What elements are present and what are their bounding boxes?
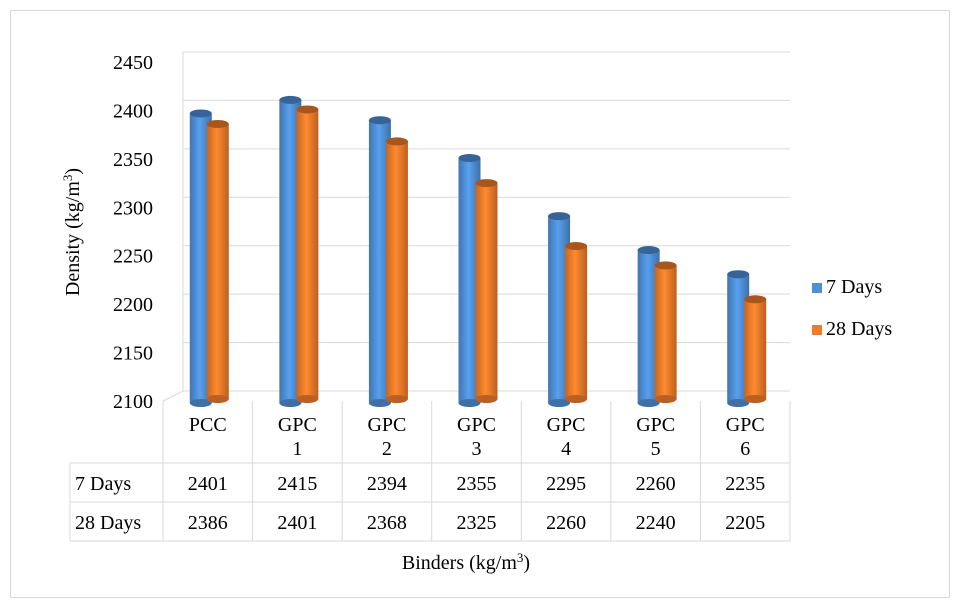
bar-7-days: [637, 246, 660, 407]
y-tick-label: 2100: [113, 391, 153, 413]
bar-7-days: [727, 270, 750, 407]
table-value: 2401: [188, 473, 228, 495]
table-value: 2235: [725, 473, 765, 495]
category-label: 6: [740, 438, 750, 460]
x-axis-label: Binders (kg/m3): [402, 550, 530, 575]
table-value: 2415: [277, 473, 317, 495]
y-tick-label: 2450: [113, 52, 153, 74]
chart-area: [10, 10, 950, 598]
table-value: 2240: [636, 512, 676, 534]
table-series-label: 28 Days: [75, 512, 141, 534]
bar-28-days: [475, 179, 498, 403]
y-tick-label: 2250: [113, 246, 153, 268]
category-label: GPC: [547, 414, 586, 436]
category-label: PCC: [189, 414, 227, 436]
legend: 7 Days 28 Days: [812, 276, 892, 340]
bar-28-days: [744, 295, 767, 403]
table-value: 2394: [367, 473, 407, 495]
bar-28-days: [296, 105, 319, 403]
category-label: 4: [561, 438, 571, 460]
table-value: 2368: [367, 512, 407, 534]
category-label: 1: [292, 438, 302, 460]
floor-edge: [162, 390, 184, 402]
bar-7-days: [189, 109, 212, 407]
category-label: GPC: [726, 414, 765, 436]
category-label: 3: [472, 438, 482, 460]
table-value: 2386: [188, 512, 228, 534]
legend-swatch: [812, 325, 822, 335]
table-value: 2205: [725, 512, 765, 534]
y-tick-label: 2300: [113, 197, 153, 219]
table-value: 2295: [546, 473, 586, 495]
bar-7-days: [548, 212, 571, 407]
bar-28-days: [565, 242, 588, 403]
y-tick-label: 2200: [113, 294, 153, 316]
table-value: 2260: [636, 473, 676, 495]
table-series-label: 7 Days: [75, 473, 131, 495]
category-label: GPC: [457, 414, 496, 436]
bar-28-days: [206, 119, 229, 403]
bars: [189, 95, 767, 407]
category-label: GPC: [636, 414, 675, 436]
bar-28-days: [385, 137, 408, 403]
category-label: 2: [382, 438, 392, 460]
legend-label: 28 Days: [826, 318, 892, 340]
category-label: 5: [651, 438, 661, 460]
y-axis-ticks: 2100 2150 2200 2250 2300 2350 2400 2450: [113, 52, 153, 413]
legend-swatch: [812, 283, 822, 293]
bar-7-days: [368, 116, 391, 407]
y-axis-label: Density (kg/m3): [60, 168, 85, 296]
bar-28-days: [654, 261, 677, 403]
table-value: 2401: [277, 512, 317, 534]
bar-7-days: [279, 95, 302, 407]
category-label: GPC: [367, 414, 406, 436]
y-tick-label: 2350: [113, 149, 153, 171]
table-value: 2325: [457, 512, 497, 534]
table-value: 2355: [457, 473, 497, 495]
bar-7-days: [458, 154, 481, 407]
y-tick-label: 2150: [113, 343, 153, 365]
category-label: GPC: [278, 414, 317, 436]
table-value: 2260: [546, 512, 586, 534]
legend-label: 7 Days: [826, 276, 882, 298]
y-tick-label: 2400: [113, 100, 153, 122]
